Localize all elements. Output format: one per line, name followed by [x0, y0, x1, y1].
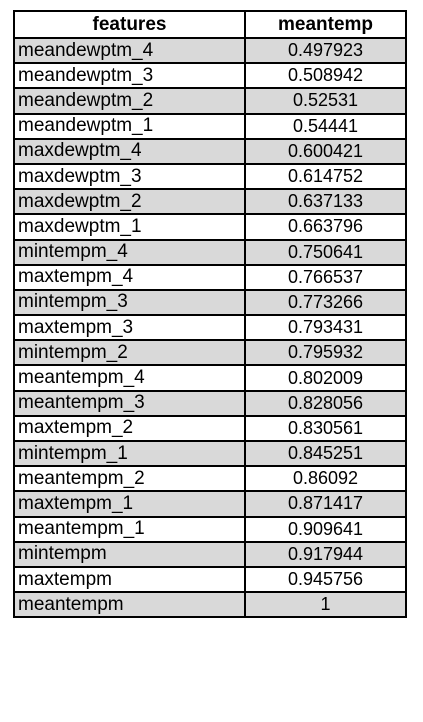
meantemp-cell: 0.802009 [244, 364, 407, 392]
meantemp-cell: 0.54441 [244, 112, 407, 140]
table-row: mintempm_1 0.845251 [13, 439, 407, 468]
table-row: mintempm_3 0.773266 [13, 288, 407, 317]
meantemp-cell: 0.828056 [244, 389, 407, 417]
meantemp-cell: 0.508942 [244, 62, 407, 90]
table-row: maxtempm_1 0.871417 [13, 490, 407, 518]
feature-cell: mintempm_4 [13, 238, 246, 266]
meantemp-cell: 0.766537 [244, 263, 407, 291]
table-row: mintempm_2 0.795932 [13, 339, 407, 367]
meantemp-cell: 0.795932 [244, 339, 407, 367]
table-row: maxtempm_3 0.793431 [13, 314, 407, 342]
header-row: features meantemp [13, 10, 407, 39]
meantemp-cell: 0.909641 [244, 515, 407, 543]
table-row: maxdewptm_1 0.663796 [13, 213, 407, 241]
table-row: meandewptm_4 0.497923 [13, 36, 407, 65]
feature-cell: meandewptm_2 [13, 87, 246, 115]
feature-cell: meandewptm_3 [13, 62, 246, 90]
meantemp-cell: 0.945756 [244, 565, 407, 594]
meantemp-cell: 0.497923 [244, 36, 407, 65]
meantemp-cell: 0.917944 [244, 540, 407, 568]
table-row: maxtempm_2 0.830561 [13, 414, 407, 443]
table-row: mintempm_4 0.750641 [13, 238, 407, 266]
feature-cell: meantempm_3 [13, 389, 246, 417]
feature-cell: mintempm_3 [13, 288, 246, 317]
meantemp-cell: 0.637133 [244, 188, 407, 216]
feature-cell: maxdewptm_3 [13, 162, 246, 191]
meantemp-cell: 0.52531 [244, 87, 407, 115]
meantemp-cell: 0.663796 [244, 213, 407, 241]
table-row: meandewptm_2 0.52531 [13, 87, 407, 115]
table-row: meantempm_2 0.86092 [13, 465, 407, 493]
header-meantemp: meantemp [244, 10, 407, 39]
table-row: maxdewptm_3 0.614752 [13, 162, 407, 191]
meantemp-cell: 0.614752 [244, 162, 407, 191]
header-features: features [13, 10, 246, 39]
feature-cell: maxtempm_4 [13, 263, 246, 291]
meantemp-cell: 0.773266 [244, 288, 407, 317]
meantemp-cell: 0.750641 [244, 238, 407, 266]
feature-cell: mintempm [13, 540, 246, 568]
table-row: meantempm 1 [13, 591, 407, 619]
meantemp-cell: 0.793431 [244, 314, 407, 342]
table-body: meandewptm_4 0.497923 meandewptm_3 0.508942… [13, 36, 407, 619]
feature-cell: maxtempm_2 [13, 414, 246, 443]
feature-cell: maxdewptm_2 [13, 188, 246, 216]
table-row: meantempm_1 0.909641 [13, 515, 407, 543]
table-row: meantempm_4 0.802009 [13, 364, 407, 392]
feature-cell: maxdewptm_1 [13, 213, 246, 241]
table-row: maxdewptm_4 0.600421 [13, 137, 407, 165]
feature-cell: maxtempm_3 [13, 314, 246, 342]
feature-cell: mintempm_1 [13, 439, 246, 468]
table-row: meandewptm_1 0.54441 [13, 112, 407, 140]
feature-cell: meantempm_1 [13, 515, 246, 543]
table-row: maxtempm 0.945756 [13, 565, 407, 594]
meantemp-cell: 0.600421 [244, 137, 407, 165]
meantemp-cell: 1 [244, 591, 407, 619]
table-row: maxdewptm_2 0.637133 [13, 188, 407, 216]
table-row: maxtempm_4 0.766537 [13, 263, 407, 291]
feature-cell: meandewptm_1 [13, 112, 246, 140]
feature-cell: mintempm_2 [13, 339, 246, 367]
feature-cell: maxtempm_1 [13, 490, 246, 518]
meantemp-cell: 0.830561 [244, 414, 407, 443]
feature-cell: maxtempm [13, 565, 246, 594]
meantemp-cell: 0.845251 [244, 439, 407, 468]
table-row: meantempm_3 0.828056 [13, 389, 407, 417]
feature-cell: meantempm_2 [13, 465, 246, 493]
feature-cell: meantempm [13, 591, 246, 619]
feature-cell: meandewptm_4 [13, 36, 246, 65]
feature-cell: maxdewptm_4 [13, 137, 246, 165]
meantemp-cell: 0.86092 [244, 465, 407, 493]
table-row: mintempm 0.917944 [13, 540, 407, 568]
feature-cell: meantempm_4 [13, 364, 246, 392]
correlation-table: features meantemp meandewptm_4 0.497923 me… [13, 10, 407, 619]
meantemp-cell: 0.871417 [244, 490, 407, 518]
table-row: meandewptm_3 0.508942 [13, 62, 407, 90]
